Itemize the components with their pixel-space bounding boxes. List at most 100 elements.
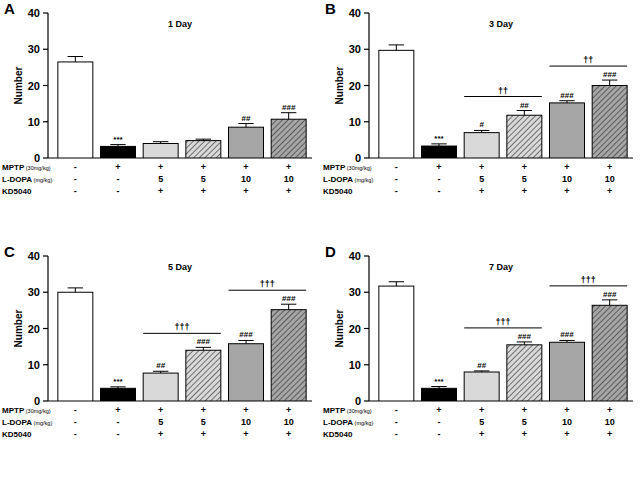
panel: D7 DayNumber010203040***###########†††††… xyxy=(323,243,633,439)
significance: ## xyxy=(477,361,486,370)
y-tick-label: 40 xyxy=(28,7,40,19)
y-tick xyxy=(364,157,369,158)
error-cap xyxy=(389,44,404,45)
error-cap xyxy=(474,370,489,371)
error-cap xyxy=(281,304,296,305)
treatment-value: + xyxy=(286,429,291,439)
treatment-value: + xyxy=(243,405,248,415)
significance: ### xyxy=(518,332,532,341)
bracket-label: †† xyxy=(583,55,593,65)
bar xyxy=(58,62,93,158)
y-tick xyxy=(364,328,369,329)
treatment-name: L-DOPA xyxy=(2,418,32,427)
treatment-unit: (30mg/kg) xyxy=(345,165,371,171)
treatment-value: - xyxy=(74,186,77,196)
treatment-value: + xyxy=(479,186,484,196)
bar xyxy=(186,350,221,401)
significance: ### xyxy=(282,103,296,112)
y-tick xyxy=(43,328,48,329)
bracket-label: ††† xyxy=(495,317,510,327)
bracket xyxy=(550,285,628,286)
treatment-value: 10 xyxy=(241,174,251,184)
y-tick xyxy=(43,364,48,365)
significance: ## xyxy=(156,361,165,370)
treatment-name: KD5040 xyxy=(2,430,32,439)
treatment-value: + xyxy=(286,405,291,415)
error-bar xyxy=(68,57,83,62)
bar xyxy=(271,310,306,401)
error-bar xyxy=(110,387,125,388)
treatment-label: L-DOPA (mg/kg) xyxy=(323,418,373,427)
treatment-value: + xyxy=(607,429,612,439)
error-cap xyxy=(68,56,83,57)
y-tick xyxy=(364,85,369,86)
treatment-value: - xyxy=(395,162,398,172)
y-tick-label: 20 xyxy=(349,80,361,92)
significance: ### xyxy=(603,290,617,299)
treatment-value: + xyxy=(564,405,569,415)
error-cap xyxy=(110,144,125,145)
bracket xyxy=(229,290,307,291)
significance: ### xyxy=(282,294,296,303)
bar xyxy=(186,141,221,158)
treatment-name: L-DOPA xyxy=(323,418,353,427)
treatment-value: - xyxy=(438,186,441,196)
treatment-unit: (mg/kg) xyxy=(353,420,373,426)
bar xyxy=(143,373,178,401)
treatment-label: KD5040 xyxy=(323,187,353,196)
error-cap xyxy=(238,340,253,341)
y-tick xyxy=(43,85,48,86)
treatment-value: - xyxy=(395,429,398,439)
y-tick xyxy=(43,49,48,50)
y-tick-label: 20 xyxy=(28,80,40,92)
treatment-label: L-DOPA (mg/kg) xyxy=(323,175,373,184)
treatment-name: L-DOPA xyxy=(2,175,32,184)
error-bar xyxy=(431,387,446,389)
treatment-value: - xyxy=(117,186,120,196)
treatment-value: - xyxy=(117,174,120,184)
error-whisker xyxy=(288,113,289,120)
bracket xyxy=(464,96,542,97)
error-bar xyxy=(110,145,125,147)
y-tick-label: 10 xyxy=(349,359,361,371)
bar xyxy=(379,286,414,401)
bar xyxy=(464,372,499,401)
bracket-label: ††† xyxy=(260,279,275,289)
treatment-label: MPTP (30mg/kg) xyxy=(2,163,51,172)
treatment-value: + xyxy=(158,162,163,172)
bars xyxy=(379,282,627,401)
error-whisker xyxy=(396,282,397,286)
error-whisker xyxy=(246,124,247,128)
treatment-value: + xyxy=(522,429,527,439)
error-cap xyxy=(431,386,446,387)
treatment-value: - xyxy=(74,162,77,172)
treatment-name: KD5040 xyxy=(323,187,353,196)
significance: ### xyxy=(560,330,574,339)
treatment-name: MPTP xyxy=(323,406,346,415)
treatment-name: KD5040 xyxy=(2,187,32,196)
bar xyxy=(271,119,306,158)
treatment-value: + xyxy=(479,405,484,415)
error-bar xyxy=(559,101,574,103)
treatment-value: - xyxy=(117,417,120,427)
error-whisker xyxy=(524,111,525,116)
treatment-value: + xyxy=(243,162,248,172)
treatment-value: + xyxy=(243,186,248,196)
y-tick xyxy=(364,12,369,13)
significance: # xyxy=(479,120,484,129)
treatment-value: - xyxy=(395,186,398,196)
significance: ## xyxy=(242,114,251,123)
error-bar xyxy=(238,340,253,343)
treatment-unit: (mg/kg) xyxy=(32,177,52,183)
treatment-value: + xyxy=(201,186,206,196)
bar xyxy=(229,344,264,401)
treatment-value: + xyxy=(436,405,441,415)
y-tick xyxy=(364,364,369,365)
bar xyxy=(550,342,585,401)
treatment-value: - xyxy=(74,174,77,184)
bars xyxy=(58,57,306,159)
error-cap xyxy=(68,287,83,288)
y-tick-label: 10 xyxy=(28,359,40,371)
treatment-value: + xyxy=(522,405,527,415)
error-bar xyxy=(517,111,532,116)
